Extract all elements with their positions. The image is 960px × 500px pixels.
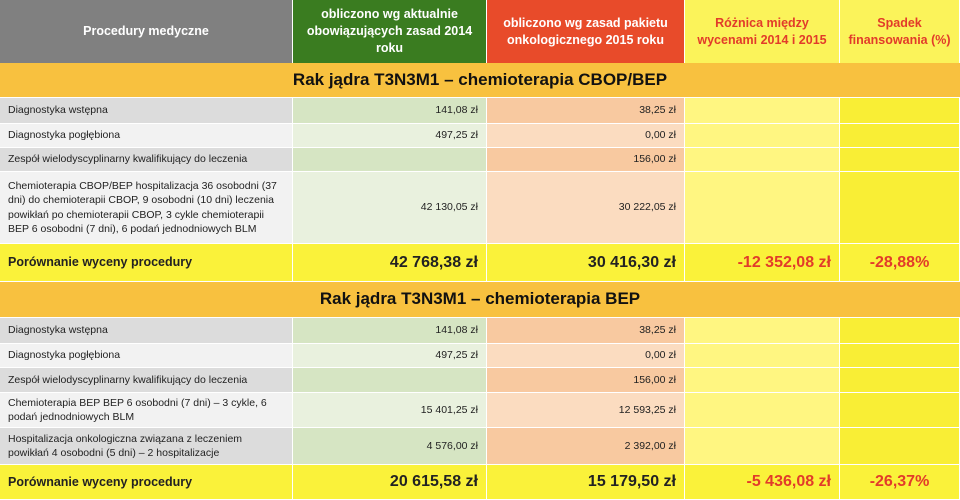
difference-cell [685,368,840,393]
procedure-name: Zespół wielodyscyplinarny kwalifikujący … [0,148,293,172]
value-2014: 141,08 zł [293,98,487,124]
decline-cell [840,428,960,465]
value-2015: 0,00 zł [487,344,685,368]
decline-cell [840,172,960,244]
procedure-name: Chemioterapia BEP BEP 6 osobodni (7 dni)… [0,393,293,428]
summary-2014: 20 615,58 zł [293,465,487,500]
value-2014: 15 401,25 zł [293,393,487,428]
procedure-name: Diagnostyka wstępna [0,98,293,124]
procedure-name: Chemioterapia CBOP/BEP hospitalizacja 36… [0,172,293,244]
value-2014: 497,25 zł [293,124,487,148]
procedure-name: Diagnostyka pogłębiona [0,344,293,368]
value-2015: 38,25 zł [487,98,685,124]
decline-cell [840,124,960,148]
value-2015: 156,00 zł [487,148,685,172]
value-2015: 2 392,00 zł [487,428,685,465]
value-2015: 156,00 zł [487,368,685,393]
value-2014 [293,368,487,393]
value-2015: 38,25 zł [487,318,685,344]
difference-cell [685,344,840,368]
summary-2015: 15 179,50 zł [487,465,685,500]
value-2014: 141,08 zł [293,318,487,344]
decline-cell [840,98,960,124]
section-title: Rak jądra T3N3M1 – chemioterapia BEP [0,282,960,318]
value-2014: 4 576,00 zł [293,428,487,465]
summary-decline: -26,37% [840,465,960,500]
difference-cell [685,428,840,465]
value-2014: 497,25 zł [293,344,487,368]
summary-decline: -28,88% [840,244,960,282]
column-header: obliczono wg zasad pakietu onkologiczneg… [487,0,685,63]
section-title: Rak jądra T3N3M1 – chemioterapia CBOP/BE… [0,63,960,98]
decline-cell [840,148,960,172]
decline-cell [840,318,960,344]
column-header: obliczono wg aktualnie obowiązujących za… [293,0,487,63]
difference-cell [685,393,840,428]
column-header: Różnica między wycenami 2014 i 2015 [685,0,840,63]
procedure-name: Diagnostyka pogłębiona [0,124,293,148]
value-2015: 0,00 zł [487,124,685,148]
procedure-name: Hospitalizacja onkologiczna związana z l… [0,428,293,465]
summary-2015: 30 416,30 zł [487,244,685,282]
decline-cell [840,344,960,368]
procedure-name: Zespół wielodyscyplinarny kwalifikujący … [0,368,293,393]
summary-difference: -5 436,08 zł [685,465,840,500]
difference-cell [685,148,840,172]
difference-cell [685,318,840,344]
summary-label: Porównanie wyceny procedury [0,465,293,500]
value-2014 [293,148,487,172]
value-2015: 12 593,25 zł [487,393,685,428]
difference-cell [685,98,840,124]
decline-cell [840,393,960,428]
summary-2014: 42 768,38 zł [293,244,487,282]
difference-cell [685,124,840,148]
procedure-name: Diagnostyka wstępna [0,318,293,344]
column-header: Procedury medyczne [0,0,293,63]
summary-difference: -12 352,08 zł [685,244,840,282]
summary-label: Porównanie wyceny procedury [0,244,293,282]
column-header: Spadek finansowania (%) [840,0,960,63]
value-2015: 30 222,05 zł [487,172,685,244]
decline-cell [840,368,960,393]
value-2014: 42 130,05 zł [293,172,487,244]
difference-cell [685,172,840,244]
